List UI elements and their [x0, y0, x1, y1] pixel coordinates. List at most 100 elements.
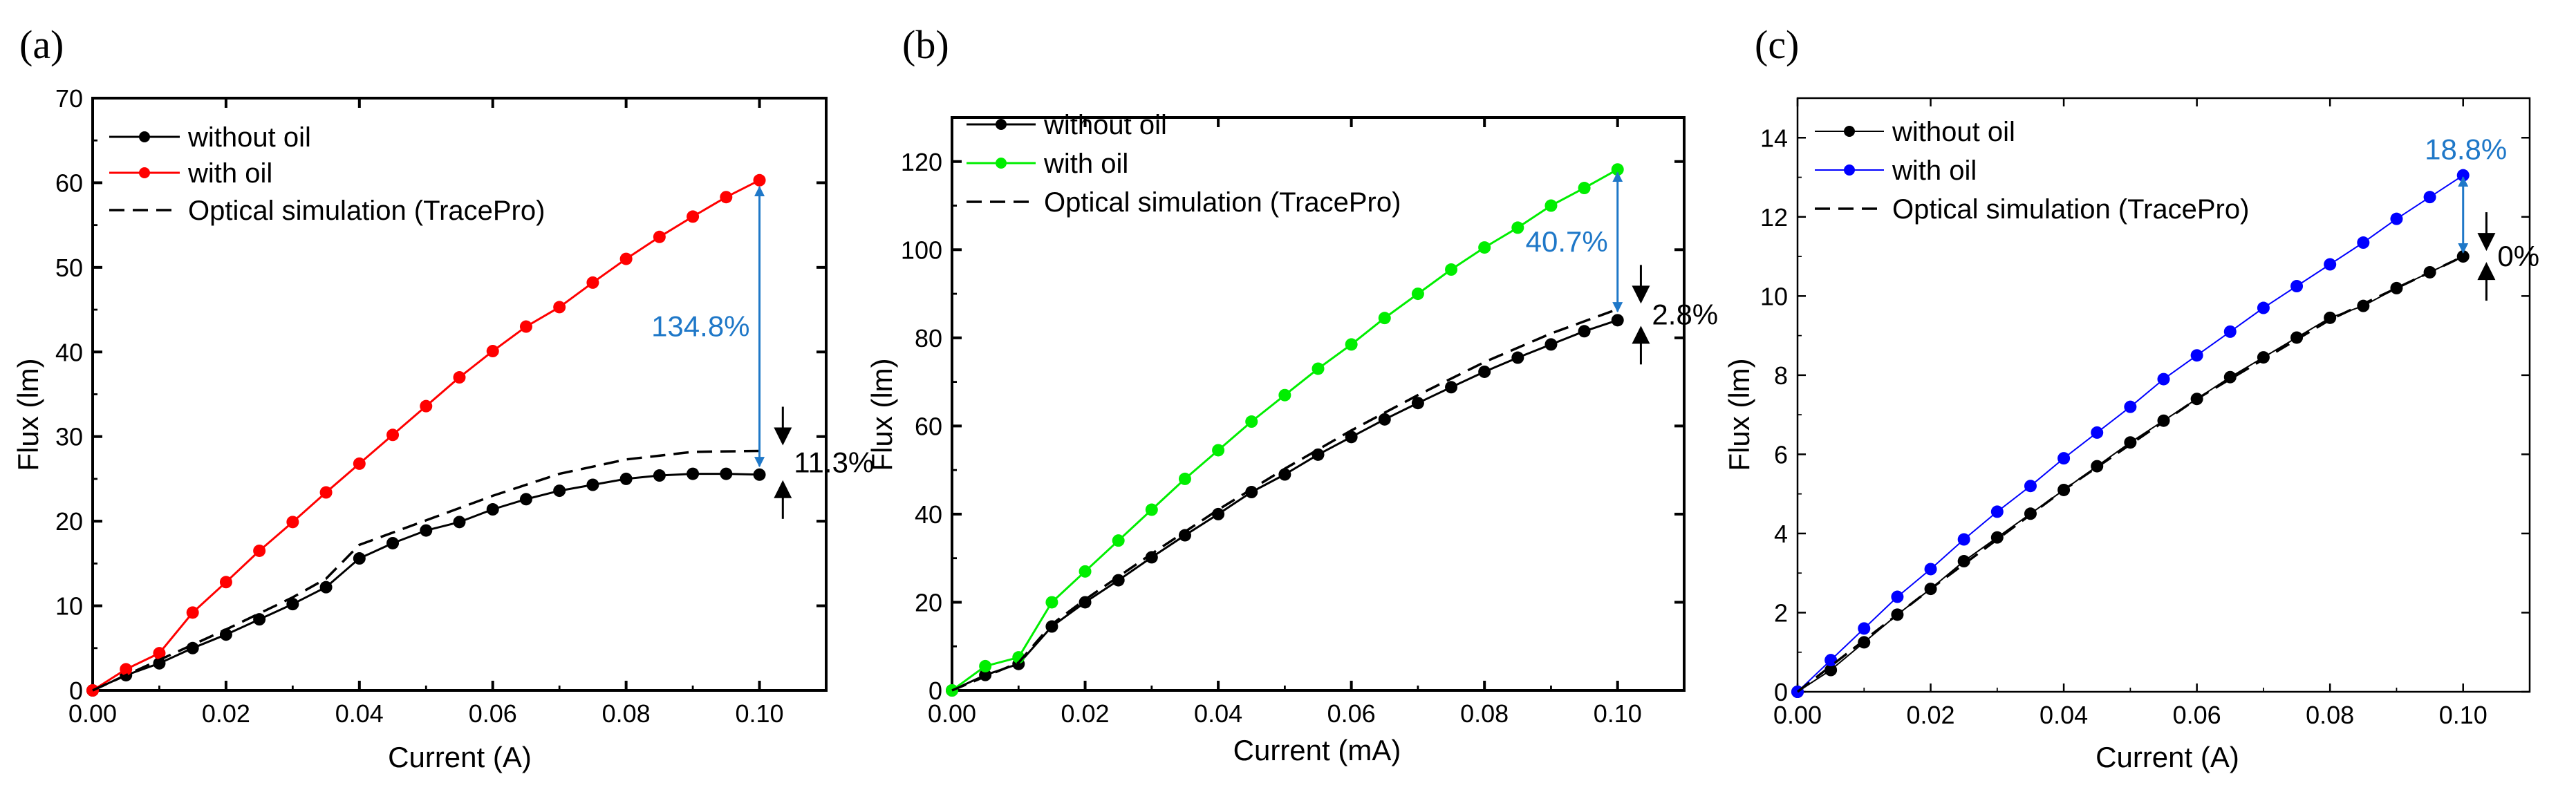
y-tick-label: 14: [1760, 124, 1788, 152]
data-point-with-oil: [1079, 565, 1092, 578]
legend-item-simulation: Optical simulation (TracePro): [109, 196, 545, 226]
data-point-with-oil: [979, 659, 992, 672]
y-tick-label: 80: [915, 324, 942, 352]
panel-label-b: (b): [902, 22, 949, 67]
percentage-label-black: 11.3%: [794, 446, 874, 479]
gap-arrowhead-top: [1632, 285, 1650, 304]
y-tick-label: 4: [1774, 520, 1788, 548]
data-point-without-oil: [453, 516, 466, 529]
x-tick-label: 0.10: [2439, 701, 2488, 729]
x-tick-label: 0.04: [1194, 699, 1242, 728]
percentage-label-blue: 134.8%: [651, 310, 749, 343]
data-point-without-oil: [1145, 551, 1158, 564]
data-point-without-oil: [1345, 431, 1358, 444]
y-tick-label: 0: [1774, 678, 1788, 706]
data-point-with-oil: [319, 486, 333, 499]
data-point-with-oil: [753, 173, 766, 187]
data-point-with-oil: [1858, 622, 1871, 635]
gap-arrowhead-bottom: [2477, 262, 2496, 281]
data-point-with-oil: [1445, 263, 1458, 276]
panel-a: (a) Current (A) Flux (lm) without oil wi…: [12, 22, 874, 773]
data-point-with-oil: [1924, 563, 1937, 576]
legend-item-without-oil: without oil: [967, 110, 1167, 140]
data-point-without-oil: [1858, 636, 1871, 649]
x-tick-label: 0.08: [1460, 699, 1509, 728]
x-tick-label: 0.08: [602, 699, 651, 728]
data-point-with-oil: [1345, 338, 1358, 351]
y-tick-label: 100: [901, 236, 942, 264]
data-point-with-oil: [120, 663, 133, 676]
y-tick-label: 6: [1774, 440, 1788, 469]
y-tick-label: 10: [55, 592, 83, 621]
y-tick-label: 0: [69, 677, 83, 705]
legend-item-without-oil: without oil: [109, 122, 311, 153]
data-point-without-oil: [519, 493, 532, 506]
gap-arrowhead-top: [774, 427, 792, 446]
x-tick-label: 0.04: [335, 699, 384, 728]
data-point-without-oil: [753, 468, 766, 481]
x-axis-label: Current (A): [388, 741, 532, 773]
data-point-with-oil: [553, 301, 566, 314]
legend-label: Optical simulation (TracePro): [1892, 194, 2249, 225]
data-point-with-oil: [2190, 349, 2203, 362]
legend-item-simulation: Optical simulation (TracePro): [1815, 194, 2249, 225]
legend-label: with oil: [1892, 155, 1977, 186]
data-point-with-oil: [519, 320, 532, 333]
y-tick-label: 2: [1774, 598, 1788, 627]
x-tick-label: 0.06: [1327, 699, 1376, 728]
series-line-optical-simulation-tracepro: [92, 449, 760, 692]
data-point-with-oil: [1478, 241, 1491, 254]
gap-arrowhead-top: [2477, 233, 2496, 252]
data-point-without-oil: [1212, 507, 1225, 520]
data-point-without-oil: [1445, 381, 1458, 394]
legend: without oil with oil Optical simulation …: [109, 122, 545, 226]
data-point-without-oil: [1611, 314, 1624, 327]
data-point-without-oil: [1957, 555, 1970, 568]
legend-label: without oil: [1892, 117, 2015, 147]
data-point-with-oil: [186, 606, 199, 619]
data-point-with-oil: [1212, 444, 1225, 457]
plot-frame: [951, 116, 1686, 692]
data-point-with-oil: [1544, 199, 1558, 212]
percentage-label-blue: 18.8%: [2425, 133, 2507, 166]
data-point-without-oil: [1511, 351, 1524, 364]
data-point-without-oil: [386, 536, 400, 549]
y-tick-label: 60: [55, 169, 83, 197]
y-axis-label: Flux (lm): [12, 358, 44, 471]
y-tick-label: 20: [55, 507, 83, 536]
legend: without oil with oil Optical simulation …: [967, 110, 1401, 218]
x-tick-label: 0.00: [1773, 701, 1822, 729]
y-tick-label: 50: [55, 254, 83, 282]
legend-label: Optical simulation (TracePro): [1044, 187, 1401, 218]
data-point-with-oil: [1990, 505, 2004, 518]
plot-frame: [1796, 97, 2531, 693]
data-point-without-oil: [1312, 448, 1325, 461]
y-tick-label: 12: [1760, 203, 1788, 232]
legend-label: without oil: [187, 122, 311, 153]
data-point-with-oil: [219, 576, 232, 589]
y-tick-label: 30: [55, 423, 83, 451]
data-point-with-oil: [1112, 534, 1125, 547]
x-tick-label: 0.06: [2173, 701, 2221, 729]
x-tick-label: 0.06: [469, 699, 517, 728]
data-point-without-oil: [2091, 460, 2104, 473]
data-point-with-oil: [1278, 388, 1291, 402]
data-point-with-oil: [453, 371, 466, 384]
x-tick-label: 0.02: [202, 699, 250, 728]
legend-label: with oil: [1043, 149, 1128, 179]
y-tick-label: 20: [915, 588, 942, 616]
data-point-with-oil: [253, 544, 266, 557]
data-point-with-oil: [1891, 590, 1904, 603]
data-point-without-oil: [1544, 338, 1558, 351]
series-line-optical-simulation-tracepro: [1796, 255, 2464, 693]
data-point-without-oil: [653, 469, 666, 482]
data-point-without-oil: [319, 581, 333, 594]
series-line-optical-simulation-tracepro: [951, 308, 1618, 692]
data-point-with-oil: [386, 428, 400, 442]
y-tick-label: 60: [915, 412, 942, 440]
data-point-with-oil: [1178, 472, 1191, 485]
data-point-with-oil: [2223, 325, 2237, 338]
legend-item-simulation: Optical simulation (TracePro): [967, 187, 1401, 218]
data-point-without-oil: [553, 484, 566, 498]
data-point-with-oil: [687, 210, 700, 223]
